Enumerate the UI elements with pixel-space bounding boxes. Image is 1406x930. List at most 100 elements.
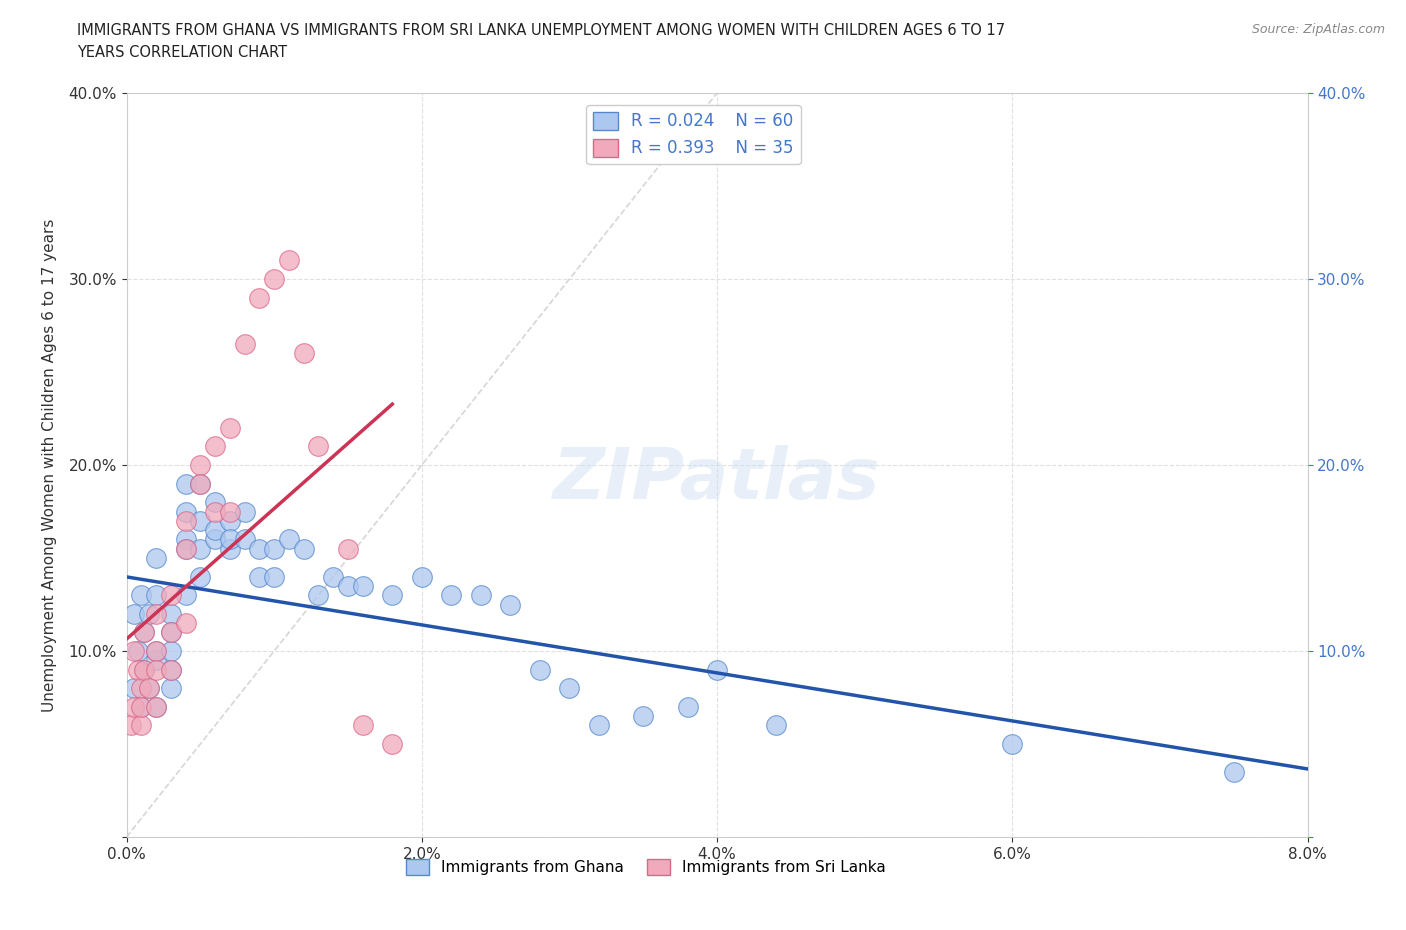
Point xyxy=(145,606,167,621)
Point xyxy=(129,699,153,714)
Point xyxy=(188,476,212,491)
Point xyxy=(122,699,145,714)
Point xyxy=(529,662,551,677)
Point xyxy=(219,420,242,435)
Point xyxy=(145,662,167,677)
Point xyxy=(160,644,183,658)
Point xyxy=(337,578,360,593)
Point xyxy=(204,495,226,510)
Point xyxy=(307,588,329,603)
Point xyxy=(322,569,344,584)
Point xyxy=(138,681,160,696)
Point xyxy=(134,662,156,677)
Point xyxy=(219,504,242,519)
Point xyxy=(204,439,226,454)
Point xyxy=(174,541,197,556)
Point xyxy=(1001,737,1024,751)
Point xyxy=(174,532,197,547)
Point xyxy=(219,513,242,528)
Point xyxy=(352,718,374,733)
Point xyxy=(174,504,197,519)
Point xyxy=(249,290,271,305)
Point xyxy=(127,662,149,677)
Y-axis label: Unemployment Among Women with Children Ages 6 to 17 years: Unemployment Among Women with Children A… xyxy=(42,219,58,711)
Point xyxy=(160,606,183,621)
Point xyxy=(278,253,301,268)
Point xyxy=(706,662,728,677)
Point xyxy=(381,737,404,751)
Point xyxy=(134,625,156,640)
Point xyxy=(219,532,242,547)
Point xyxy=(129,699,153,714)
Point xyxy=(337,541,360,556)
Point xyxy=(676,699,699,714)
Point xyxy=(249,541,271,556)
Point xyxy=(160,662,183,677)
Point xyxy=(122,644,145,658)
Point xyxy=(160,681,183,696)
Point xyxy=(204,504,226,519)
Point xyxy=(145,699,167,714)
Point xyxy=(138,606,160,621)
Point xyxy=(633,709,655,724)
Point xyxy=(174,588,197,603)
Point xyxy=(188,476,212,491)
Point xyxy=(470,588,492,603)
Point xyxy=(160,625,183,640)
Point xyxy=(129,588,153,603)
Point xyxy=(188,569,212,584)
Point xyxy=(188,541,212,556)
Point xyxy=(233,337,256,352)
Point xyxy=(188,513,212,528)
Point xyxy=(188,458,212,472)
Point xyxy=(352,578,374,593)
Point xyxy=(134,625,156,640)
Point xyxy=(499,597,522,612)
Point xyxy=(233,532,256,547)
Point xyxy=(292,541,315,556)
Point xyxy=(278,532,301,547)
Point xyxy=(174,616,197,631)
Point xyxy=(204,532,226,547)
Point xyxy=(145,644,167,658)
Point xyxy=(1223,764,1246,779)
Point xyxy=(160,662,183,677)
Text: Source: ZipAtlas.com: Source: ZipAtlas.com xyxy=(1251,23,1385,36)
Point xyxy=(122,606,145,621)
Point xyxy=(219,541,242,556)
Point xyxy=(160,588,183,603)
Point xyxy=(249,569,271,584)
Text: YEARS CORRELATION CHART: YEARS CORRELATION CHART xyxy=(77,45,287,60)
Point xyxy=(263,272,285,286)
Point xyxy=(145,699,167,714)
Point xyxy=(145,551,167,565)
Point xyxy=(145,588,167,603)
Text: IMMIGRANTS FROM GHANA VS IMMIGRANTS FROM SRI LANKA UNEMPLOYMENT AMONG WOMEN WITH: IMMIGRANTS FROM GHANA VS IMMIGRANTS FROM… xyxy=(77,23,1005,38)
Point xyxy=(233,504,256,519)
Point xyxy=(411,569,433,584)
Text: ZIPatlas: ZIPatlas xyxy=(554,445,880,514)
Point xyxy=(307,439,329,454)
Point xyxy=(588,718,610,733)
Point xyxy=(129,681,153,696)
Point xyxy=(174,476,197,491)
Legend: Immigrants from Ghana, Immigrants from Sri Lanka: Immigrants from Ghana, Immigrants from S… xyxy=(401,853,893,882)
Point xyxy=(263,541,285,556)
Point xyxy=(160,625,183,640)
Point xyxy=(204,523,226,538)
Point xyxy=(120,718,142,733)
Point xyxy=(292,346,315,361)
Point xyxy=(381,588,404,603)
Point xyxy=(174,513,197,528)
Point xyxy=(765,718,787,733)
Point xyxy=(263,569,285,584)
Point xyxy=(558,681,581,696)
Point xyxy=(145,653,167,668)
Point xyxy=(127,644,149,658)
Point xyxy=(134,662,156,677)
Point xyxy=(145,644,167,658)
Point xyxy=(138,681,160,696)
Point xyxy=(122,681,145,696)
Point xyxy=(440,588,463,603)
Point xyxy=(174,541,197,556)
